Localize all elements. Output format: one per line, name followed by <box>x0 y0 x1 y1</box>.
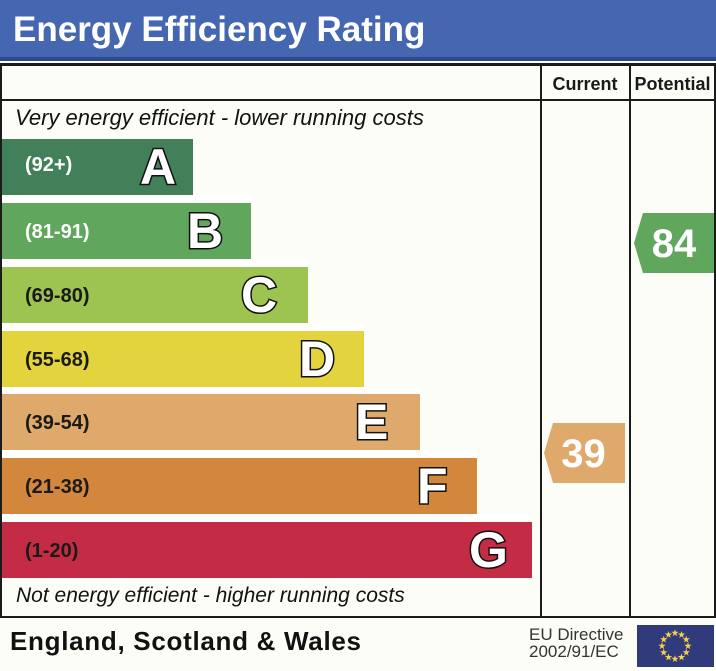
svg-text:G: G <box>469 522 508 578</box>
svg-text:D: D <box>299 331 335 387</box>
svg-text:39: 39 <box>561 432 606 476</box>
svg-text:84: 84 <box>652 222 697 266</box>
svg-text:C: C <box>241 267 277 323</box>
svg-text:A: A <box>140 139 176 195</box>
svg-text:E: E <box>355 394 388 450</box>
svg-text:B: B <box>187 203 223 259</box>
svg-text:F: F <box>417 458 448 514</box>
